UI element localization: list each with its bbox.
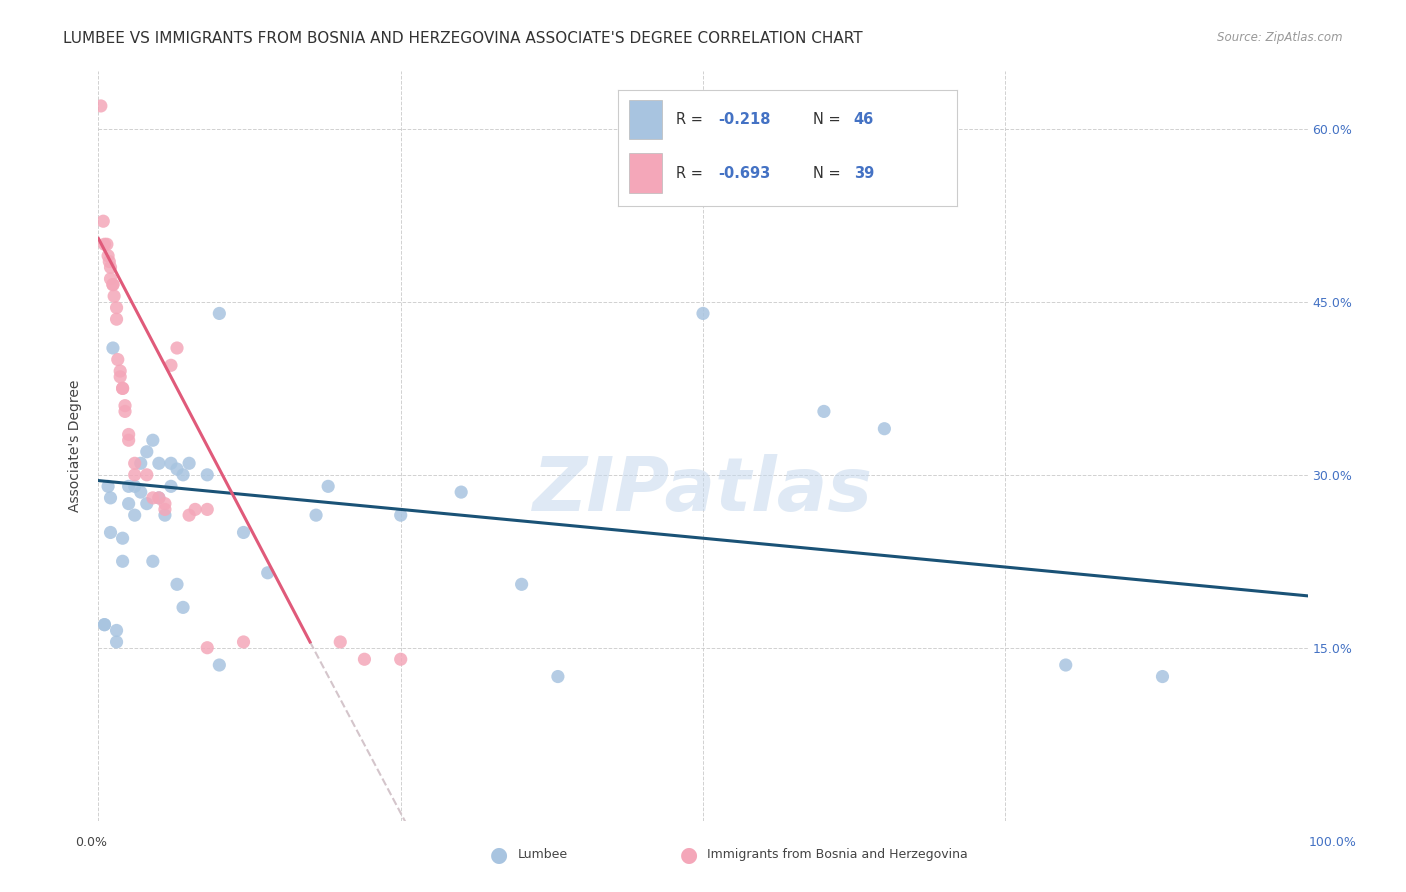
Point — [124, 467, 146, 482]
Point — [93, 617, 115, 632]
Text: Immigrants from Bosnia and Herzegovina: Immigrants from Bosnia and Herzegovina — [707, 848, 967, 861]
Point — [142, 554, 165, 568]
Text: Lumbee: Lumbee — [517, 848, 568, 861]
Point — [184, 502, 207, 516]
Point — [97, 479, 120, 493]
Text: ZIPatlas: ZIPatlas — [533, 454, 873, 527]
Point — [91, 214, 114, 228]
Point — [450, 485, 472, 500]
Point — [148, 456, 170, 470]
Point — [98, 254, 121, 268]
Point — [129, 485, 152, 500]
Point — [172, 600, 194, 615]
Point — [195, 640, 218, 655]
Point — [316, 479, 339, 493]
Point — [124, 508, 146, 523]
Point — [166, 577, 188, 591]
Point — [353, 652, 375, 666]
Point — [135, 497, 157, 511]
Point — [105, 312, 128, 326]
Point — [166, 462, 188, 476]
Point — [195, 502, 218, 516]
Point — [160, 359, 183, 373]
Point — [142, 491, 165, 505]
Text: ●: ● — [681, 845, 697, 864]
Point — [108, 364, 131, 378]
Y-axis label: Associate's Degree: Associate's Degree — [69, 380, 83, 512]
Point — [105, 624, 128, 638]
Point — [172, 467, 194, 482]
Point — [124, 479, 146, 493]
Point — [389, 508, 412, 523]
Point — [105, 301, 128, 315]
Text: LUMBEE VS IMMIGRANTS FROM BOSNIA AND HERZEGOVINA ASSOCIATE'S DEGREE CORRELATION : LUMBEE VS IMMIGRANTS FROM BOSNIA AND HER… — [63, 31, 863, 46]
Point — [114, 399, 136, 413]
Point — [100, 525, 122, 540]
Text: 0.0%: 0.0% — [76, 837, 107, 849]
Point — [208, 658, 231, 673]
Point — [208, 306, 231, 320]
Point — [148, 491, 170, 505]
Point — [160, 456, 183, 470]
Point — [103, 289, 125, 303]
Point — [90, 99, 112, 113]
Point — [118, 427, 141, 442]
Point — [256, 566, 278, 580]
Point — [111, 531, 134, 545]
Point — [114, 404, 136, 418]
Point — [107, 352, 129, 367]
Point — [100, 491, 122, 505]
Point — [153, 497, 176, 511]
Point — [97, 249, 120, 263]
Point — [232, 525, 254, 540]
Point — [153, 502, 176, 516]
Text: ●: ● — [491, 845, 508, 864]
Point — [160, 479, 183, 493]
Point — [232, 635, 254, 649]
Point — [873, 422, 896, 436]
Point — [96, 237, 118, 252]
Point — [389, 652, 412, 666]
Point — [142, 434, 165, 448]
Point — [101, 277, 124, 292]
Point — [118, 497, 141, 511]
Text: 100.0%: 100.0% — [1309, 837, 1357, 849]
Point — [179, 456, 201, 470]
Point — [105, 635, 128, 649]
Point — [135, 467, 157, 482]
Point — [100, 272, 122, 286]
Point — [1054, 658, 1077, 673]
Point — [101, 341, 124, 355]
Point — [111, 381, 134, 395]
Point — [93, 617, 115, 632]
Point — [153, 508, 176, 523]
Point — [510, 577, 533, 591]
Point — [1152, 669, 1174, 683]
Point — [195, 467, 218, 482]
Point — [100, 260, 122, 275]
Point — [129, 456, 152, 470]
Point — [108, 369, 131, 384]
Point — [179, 508, 201, 523]
Point — [135, 444, 157, 458]
Point — [101, 277, 124, 292]
Point — [118, 479, 141, 493]
Point — [813, 404, 835, 418]
Point — [305, 508, 328, 523]
Point — [692, 306, 714, 320]
Point — [329, 635, 352, 649]
Point — [111, 554, 134, 568]
Point — [148, 491, 170, 505]
Point — [166, 341, 188, 355]
Point — [111, 381, 134, 395]
Point — [93, 237, 115, 252]
Point — [124, 456, 146, 470]
Point — [118, 434, 141, 448]
Text: Source: ZipAtlas.com: Source: ZipAtlas.com — [1218, 31, 1343, 45]
Point — [547, 669, 569, 683]
